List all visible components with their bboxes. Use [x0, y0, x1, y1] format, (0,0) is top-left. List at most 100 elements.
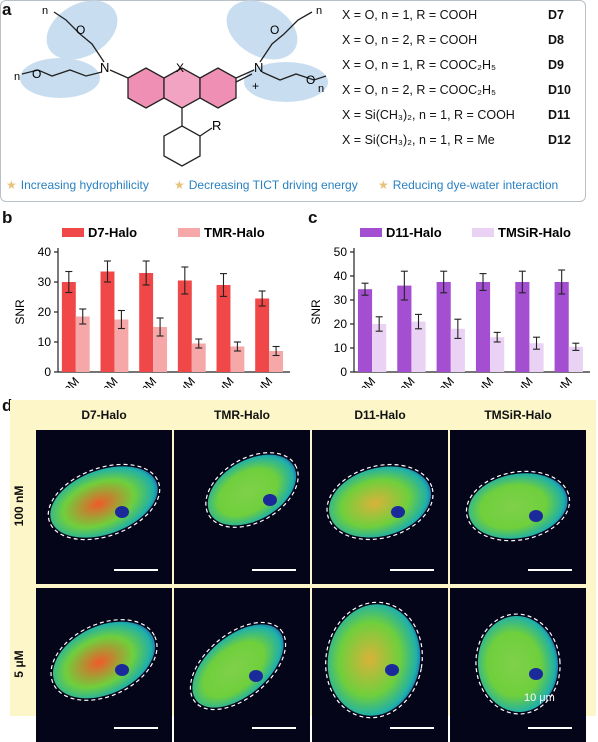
error-bar — [533, 336, 541, 350]
bar — [269, 351, 284, 372]
dye-code: D11 — [548, 108, 571, 122]
nucleolus — [385, 664, 399, 676]
error-bar — [156, 317, 164, 337]
bar — [436, 282, 451, 372]
legend-label: D11-Halo — [386, 225, 442, 240]
column-header: TMSiR-Halo — [484, 408, 552, 422]
y-tick-label: 10 — [334, 341, 348, 355]
dye-definition-text: X = Si(CH₃)₂, n = 1, R = Me — [342, 133, 495, 147]
error-bar — [65, 270, 73, 294]
column-header: D7-Halo — [81, 408, 127, 422]
error-bar — [558, 269, 566, 295]
bar — [411, 321, 426, 372]
dye-definition-text: X = O, n = 1, R = COOH — [342, 8, 478, 22]
hydrophilic-highlight-lower-right — [244, 62, 328, 102]
bar — [61, 282, 76, 372]
legend-swatch — [178, 228, 200, 237]
nucleus-outline — [47, 463, 161, 541]
bar — [529, 343, 544, 372]
error-bar — [361, 282, 369, 296]
label-O-3: O — [270, 23, 279, 37]
nucleus-outline — [475, 613, 561, 715]
row-header: 5 μM — [12, 650, 26, 678]
label-N-left: N — [100, 60, 109, 75]
error-bar — [518, 270, 526, 294]
dye-code: D12 — [548, 133, 571, 147]
x-tick-label: 200 nM — [379, 374, 417, 388]
xanthene-core — [127, 67, 237, 109]
chemical-structure: X N N + R O O O O n n n n — [14, 0, 328, 167]
y-tick-label: 20 — [38, 305, 52, 319]
label-R: R — [212, 118, 221, 133]
error-bar — [375, 316, 383, 332]
hydrophilic-highlight-upper-left — [46, 0, 118, 60]
y-tick-label: 40 — [38, 245, 52, 259]
nucleus — [329, 466, 431, 538]
microscopy-image — [36, 430, 172, 584]
y-axis-label: SNR — [13, 299, 27, 325]
nucleus — [50, 466, 158, 538]
x-tick-label: 500 nM — [419, 374, 457, 388]
dye-definition-text: X = O, n = 1, R = COOC₂H₅ — [342, 58, 497, 72]
scale-bar-label: 10 μm — [524, 692, 555, 704]
error-bar — [142, 260, 150, 286]
nucleolus — [529, 668, 543, 680]
y-tick-label: 10 — [38, 335, 52, 349]
star-icon: ★ — [378, 178, 389, 192]
nucleolus — [115, 506, 129, 518]
microscopy-image — [312, 588, 448, 742]
bar — [450, 328, 465, 372]
bar — [191, 343, 206, 372]
error-bar — [493, 331, 501, 343]
nucleus — [327, 604, 421, 716]
microscopy-image — [174, 588, 310, 742]
bar — [372, 324, 387, 372]
nucleus-outline — [205, 452, 299, 528]
panel-b-label: b — [2, 208, 13, 227]
error-bar — [572, 342, 580, 351]
bar — [114, 319, 129, 372]
bar — [554, 282, 569, 372]
nucleolus — [263, 494, 277, 506]
bar — [177, 280, 192, 372]
bar — [255, 298, 270, 372]
label-n-1: n — [42, 5, 48, 17]
error-bar — [454, 318, 462, 339]
y-axis-label: SNR — [309, 299, 323, 325]
error-bar — [103, 260, 111, 283]
star-icon: ★ — [174, 178, 185, 192]
y-tick-label: 50 — [334, 245, 348, 259]
nucleus — [468, 473, 568, 539]
y-tick-label: 30 — [38, 275, 52, 289]
dye-definition-text: X = O, n = 2, R = COOH — [342, 33, 478, 47]
nucleus — [207, 454, 297, 526]
legend-swatch — [62, 228, 84, 237]
nucleus-outline — [50, 619, 158, 701]
feature-tict: ★ Decreasing TICT driving energy — [174, 178, 358, 192]
label-plus: + — [252, 79, 259, 93]
x-tick-label: 200 nM — [82, 374, 120, 388]
error-bar — [219, 273, 227, 297]
error-bar — [272, 345, 280, 357]
x-tick-label: 2 μM — [507, 374, 536, 388]
microscopy-image — [450, 430, 586, 584]
bar — [216, 285, 231, 372]
panel-a-label: a — [2, 0, 12, 19]
label-n-3: n — [316, 5, 322, 17]
bar — [475, 282, 491, 372]
x-tick-label: 1 μM — [467, 374, 496, 388]
y-tick-label: 40 — [334, 269, 348, 283]
error-bar — [233, 341, 241, 352]
label-X: X — [176, 61, 184, 75]
panel-c-label: c — [308, 208, 318, 227]
y-tick-label: 0 — [340, 365, 347, 379]
microscopy-image — [36, 588, 172, 742]
x-tick-label: 5 μM — [246, 374, 275, 388]
label-n-4: n — [318, 83, 324, 95]
label-O-2: O — [32, 67, 41, 81]
error-bar — [479, 273, 487, 291]
column-header: D11-Halo — [354, 408, 406, 422]
row-header: 100 nM — [12, 485, 26, 527]
label-O-1: O — [76, 23, 85, 37]
